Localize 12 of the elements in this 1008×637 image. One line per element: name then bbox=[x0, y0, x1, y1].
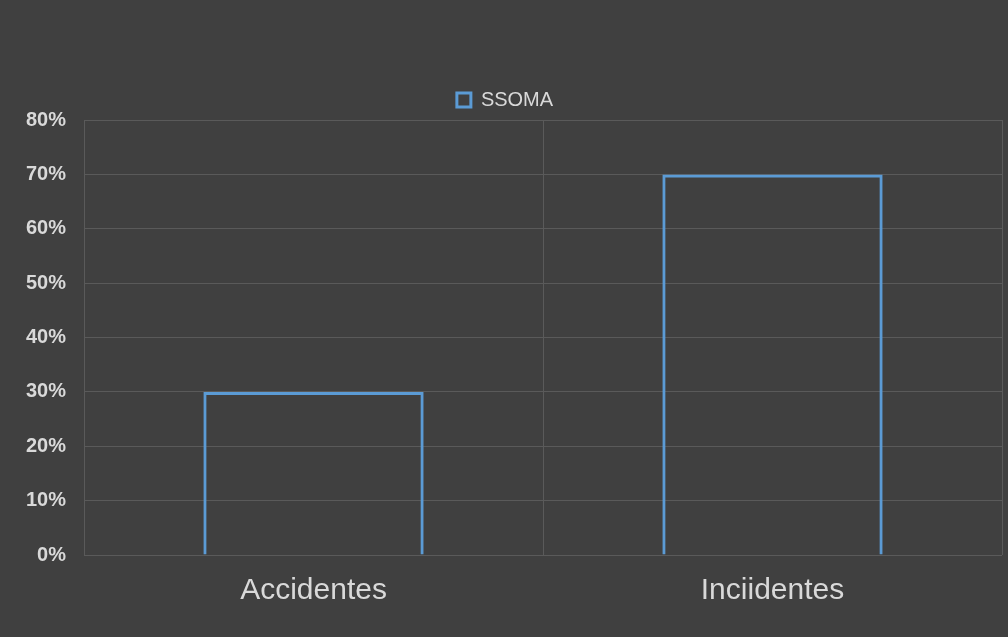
x-tick-label: Inciidentes bbox=[700, 572, 845, 606]
legend-label: SSOMA bbox=[480, 87, 554, 110]
y-tick-label: 60% bbox=[26, 216, 67, 239]
y-tick-label: 50% bbox=[26, 270, 67, 293]
y-tick-label: 10% bbox=[26, 488, 67, 511]
y-tick-label: 30% bbox=[26, 379, 67, 402]
y-tick-label: 70% bbox=[26, 161, 67, 184]
y-tick-label: 40% bbox=[26, 325, 67, 348]
x-tick-label: Accidentes bbox=[240, 572, 387, 606]
y-tick-label: 20% bbox=[26, 433, 67, 456]
y-tick-label: 80% bbox=[26, 107, 67, 130]
y-tick-label: 0% bbox=[37, 542, 67, 565]
